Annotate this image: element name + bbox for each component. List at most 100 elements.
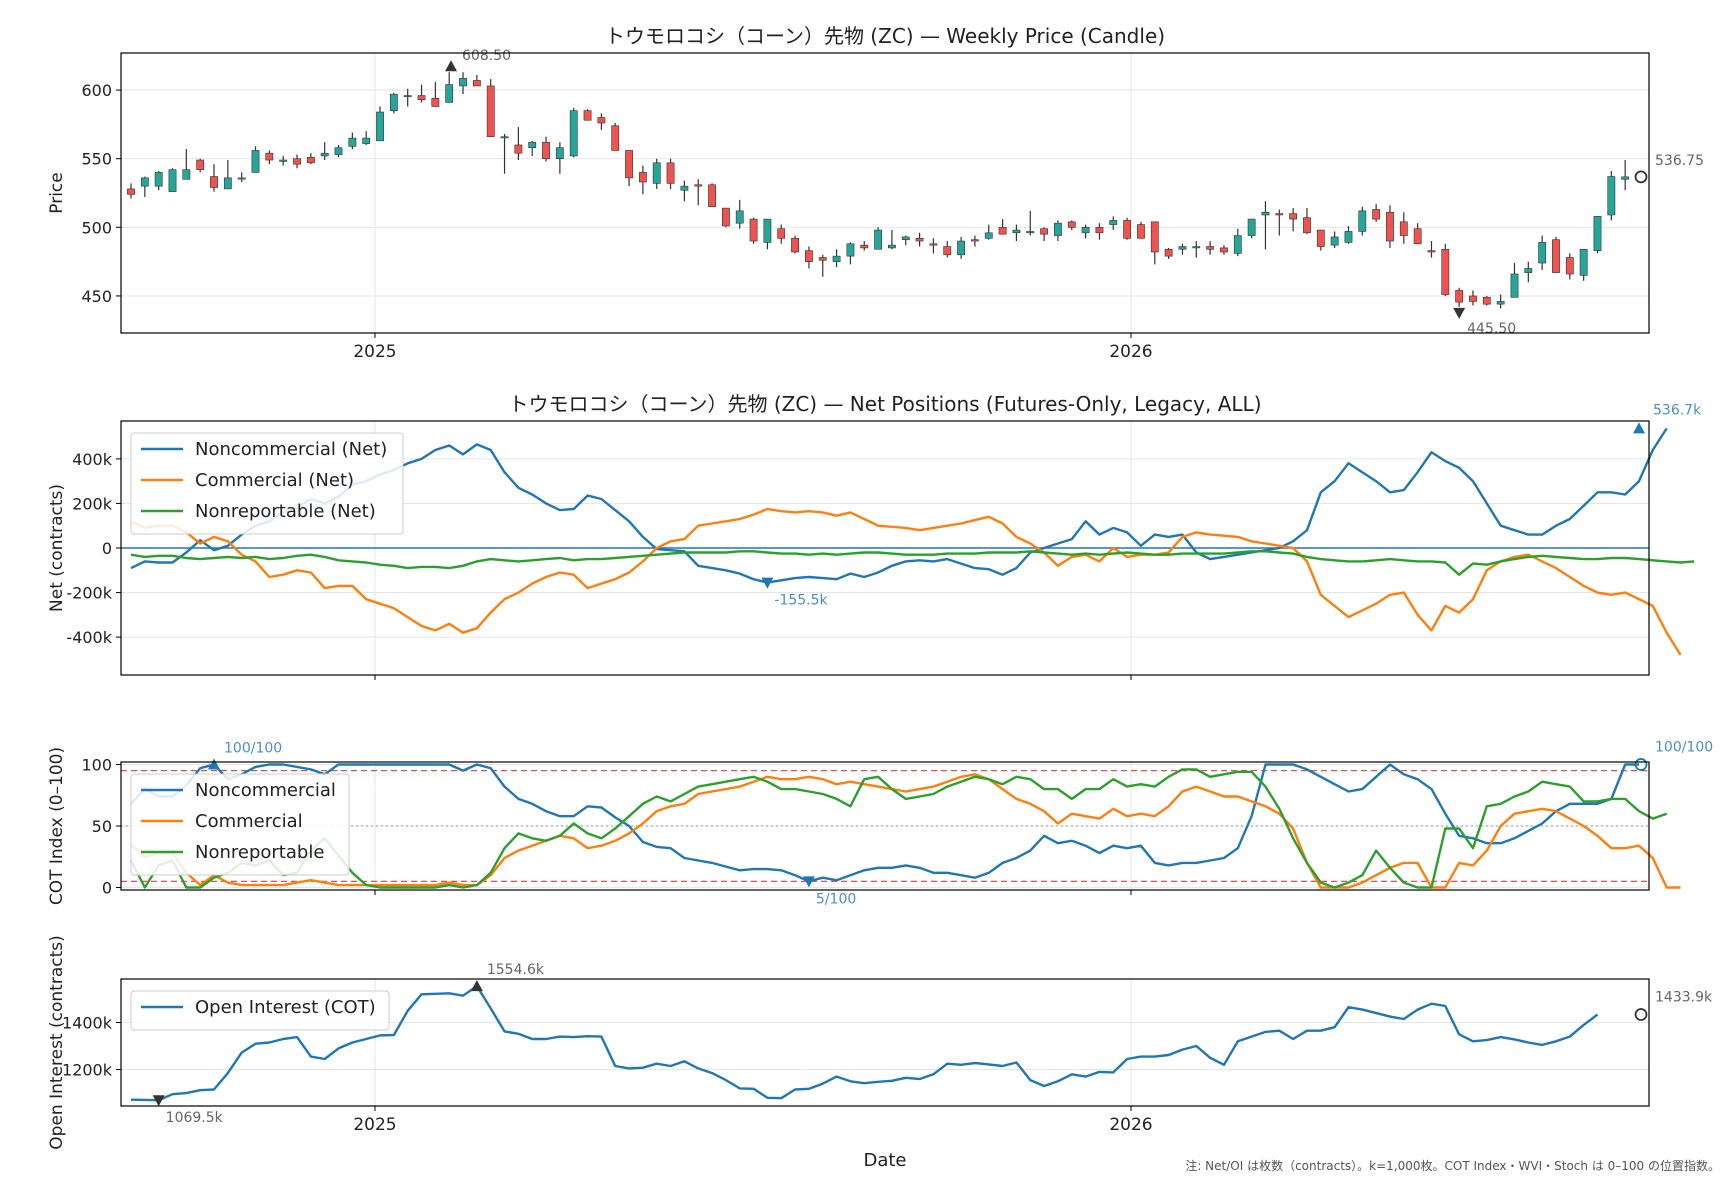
candle-body [888,244,896,249]
candle-body [1261,211,1270,216]
candle-body [1081,227,1090,234]
panel-price: 450 500 550 600 トウモロコシ（コーン）先物 (ZC) — Weekly … [47,24,1704,362]
candle-body [1233,235,1242,254]
legend-label: Noncommercial [195,780,336,801]
candle-body [1220,247,1228,253]
candle-body [514,144,523,154]
candle-body [666,162,675,184]
candle-body [708,184,716,208]
panel-net: -400k -200k 0 200k 400k トウモロコシ（コーン）先物 (ZC) — … [47,392,1702,680]
candle-body [1206,246,1215,250]
candle-body [1399,221,1408,236]
candle-body [1358,210,1367,232]
oi-last-label: 1433.9k [1655,990,1713,1006]
legend-box [130,432,404,535]
series-line-1 [130,763,1639,883]
candle-body [168,169,177,192]
x-tick-label: 2025 [353,342,396,362]
cot-max-label: 100/100 [224,740,282,756]
candle-body [721,207,730,227]
legend-box [130,773,350,876]
legend-box [130,990,390,1031]
candle-body [279,159,288,162]
candle-body [846,243,855,257]
candle-body [1427,250,1436,253]
candle-body [569,110,578,157]
y-tick-label: 450 [81,287,112,306]
min-marker [152,1095,165,1107]
candle-body [1510,273,1519,298]
candle-body [1413,228,1422,245]
candle-body [1344,231,1353,243]
candle-body [182,169,191,180]
candle-body [500,136,509,139]
candle-body [1607,176,1616,216]
max-marker [1633,422,1645,434]
candle-body [555,147,564,159]
oi-min-label: 1069.5k [166,1110,224,1126]
candle-body [984,232,993,239]
y-tick-label: 400k [72,450,113,469]
candle-body [1150,221,1159,253]
candle-body [1095,227,1104,234]
y-tick-label: 500 [81,218,112,237]
price-min-label: 445.50 [1467,321,1516,337]
candle-body [1538,242,1547,264]
net-min-label: -155.5k [774,593,828,609]
plot-frame [120,420,1650,676]
series-line-2 [130,507,1682,656]
candle-body [971,239,979,242]
series-line-2 [130,773,1681,889]
price-max-label: 608.50 [462,48,511,64]
net-max-label: 536.7k [1653,402,1702,418]
legend-label: Commercial [195,811,303,832]
x-tick-label: 2026 [1109,1115,1152,1135]
y-tick-label: 0 [102,879,112,898]
plot-frame [120,761,1650,891]
min-marker [761,577,774,589]
chart-title: トウモロコシ（コーン）先物 (ZC) — Weekly Price (Candl… [605,24,1165,48]
y-tick-label: 600 [81,81,112,100]
candle-body [237,177,246,180]
panel-cot: 0 50 100 COT Index (0–100) 100/100 5/100 100/1… [47,739,1713,907]
candle-body [293,158,301,165]
candle-body [542,141,550,159]
candle-body [320,152,329,157]
legend-label: Commercial (Net) [195,470,354,491]
candle-body [1386,211,1394,242]
candle-body [680,185,689,191]
y-tick-label: -400k [66,628,112,647]
candle-body [1524,268,1533,273]
candle-body [154,172,163,187]
candle-body [1552,239,1560,273]
series-line-1 [130,984,1599,1102]
candle-body [1054,222,1062,236]
candle-body [749,218,758,242]
candle-body [777,228,786,239]
plot-frame [120,52,1650,334]
candle-body [1593,216,1602,251]
candle-body [1192,246,1201,249]
candle-body [1579,248,1588,276]
candle-body [583,110,592,121]
candle-body [265,152,274,161]
oi-max-label: 1554.6k [487,962,545,978]
candle-body [694,184,703,187]
candle-body [1372,209,1381,220]
y-axis-label: Open Interest (contracts) [47,935,67,1149]
legend-label: Nonreportable (Net) [195,501,376,522]
min-marker [1453,307,1466,319]
y-tick-label: -200k [66,584,112,603]
y-axis-label: Net (contracts) [47,484,67,612]
candle-body [901,236,910,240]
legend-label: Noncommercial (Net) [195,439,387,460]
candle-body [376,111,384,142]
candle-body [1109,220,1118,225]
x-tick-label: 2025 [353,1115,396,1135]
candle-body [140,177,149,187]
max-marker [445,60,458,72]
cot-last-label: 100/100 [1655,739,1713,755]
candle-body [362,137,371,144]
y-tick-label: 200k [72,494,113,513]
